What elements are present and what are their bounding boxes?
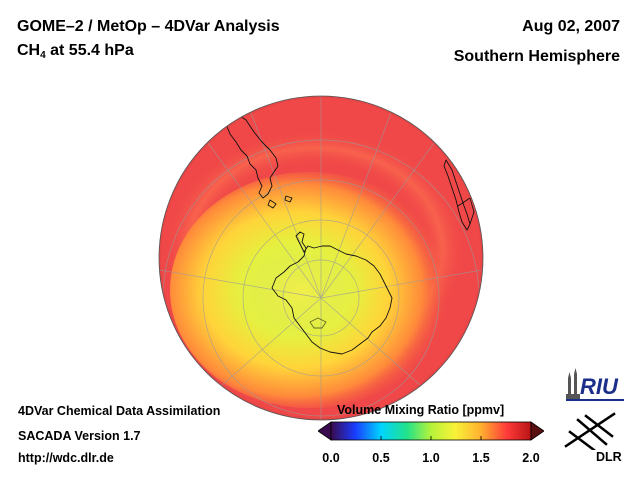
dlr-emblem-icon [564,412,616,450]
species-prefix: CH [17,42,41,59]
dlr-text: DLR [596,450,622,464]
footer-version: SACADA Version 1.7 [18,429,141,443]
colorbar [318,421,544,441]
coast-south-america [219,107,279,199]
riu-logo: RIU [566,368,624,401]
footer-assimilation: 4DVar Chemical Data Assimilation [18,404,221,418]
species-subscript: 4 [40,50,46,61]
footer-url[interactable]: http://wdc.dlr.de [18,451,114,465]
coast-antarctica [271,231,393,355]
species-suffix: at 55.4 hPa [45,42,134,59]
colorbar-ticks [330,436,532,440]
globe [159,96,483,420]
dlr-logo [564,412,616,450]
colorbar-title: Volume Mixing Ratio [ppmv] [337,403,505,417]
vortex-core [230,237,370,347]
colorbar-tick-3: 1.5 [472,451,490,465]
analysis-date: Aug 02, 2007 [522,18,620,35]
colorbar-tick-2: 1.0 [422,451,440,465]
colorbar-arrow-right [530,421,544,441]
riu-cathedral-icon [566,368,580,400]
globe-outline [158,95,484,421]
colorbar-tick-0: 0.0 [322,451,340,465]
colorbar-tick-4: 2.0 [522,451,540,465]
coast-africa [443,159,471,231]
colorbar-tick-1: 0.5 [372,451,390,465]
riu-text: RIU [580,374,619,399]
species-label: CH4 at 55.4 hPa [17,43,134,61]
colorbar-arrow-left [318,421,332,441]
coastlines [219,107,475,355]
hemisphere-label: Southern Hemisphere [453,48,620,65]
map-title: GOME–2 / MetOp – 4DVar Analysis [17,18,280,35]
